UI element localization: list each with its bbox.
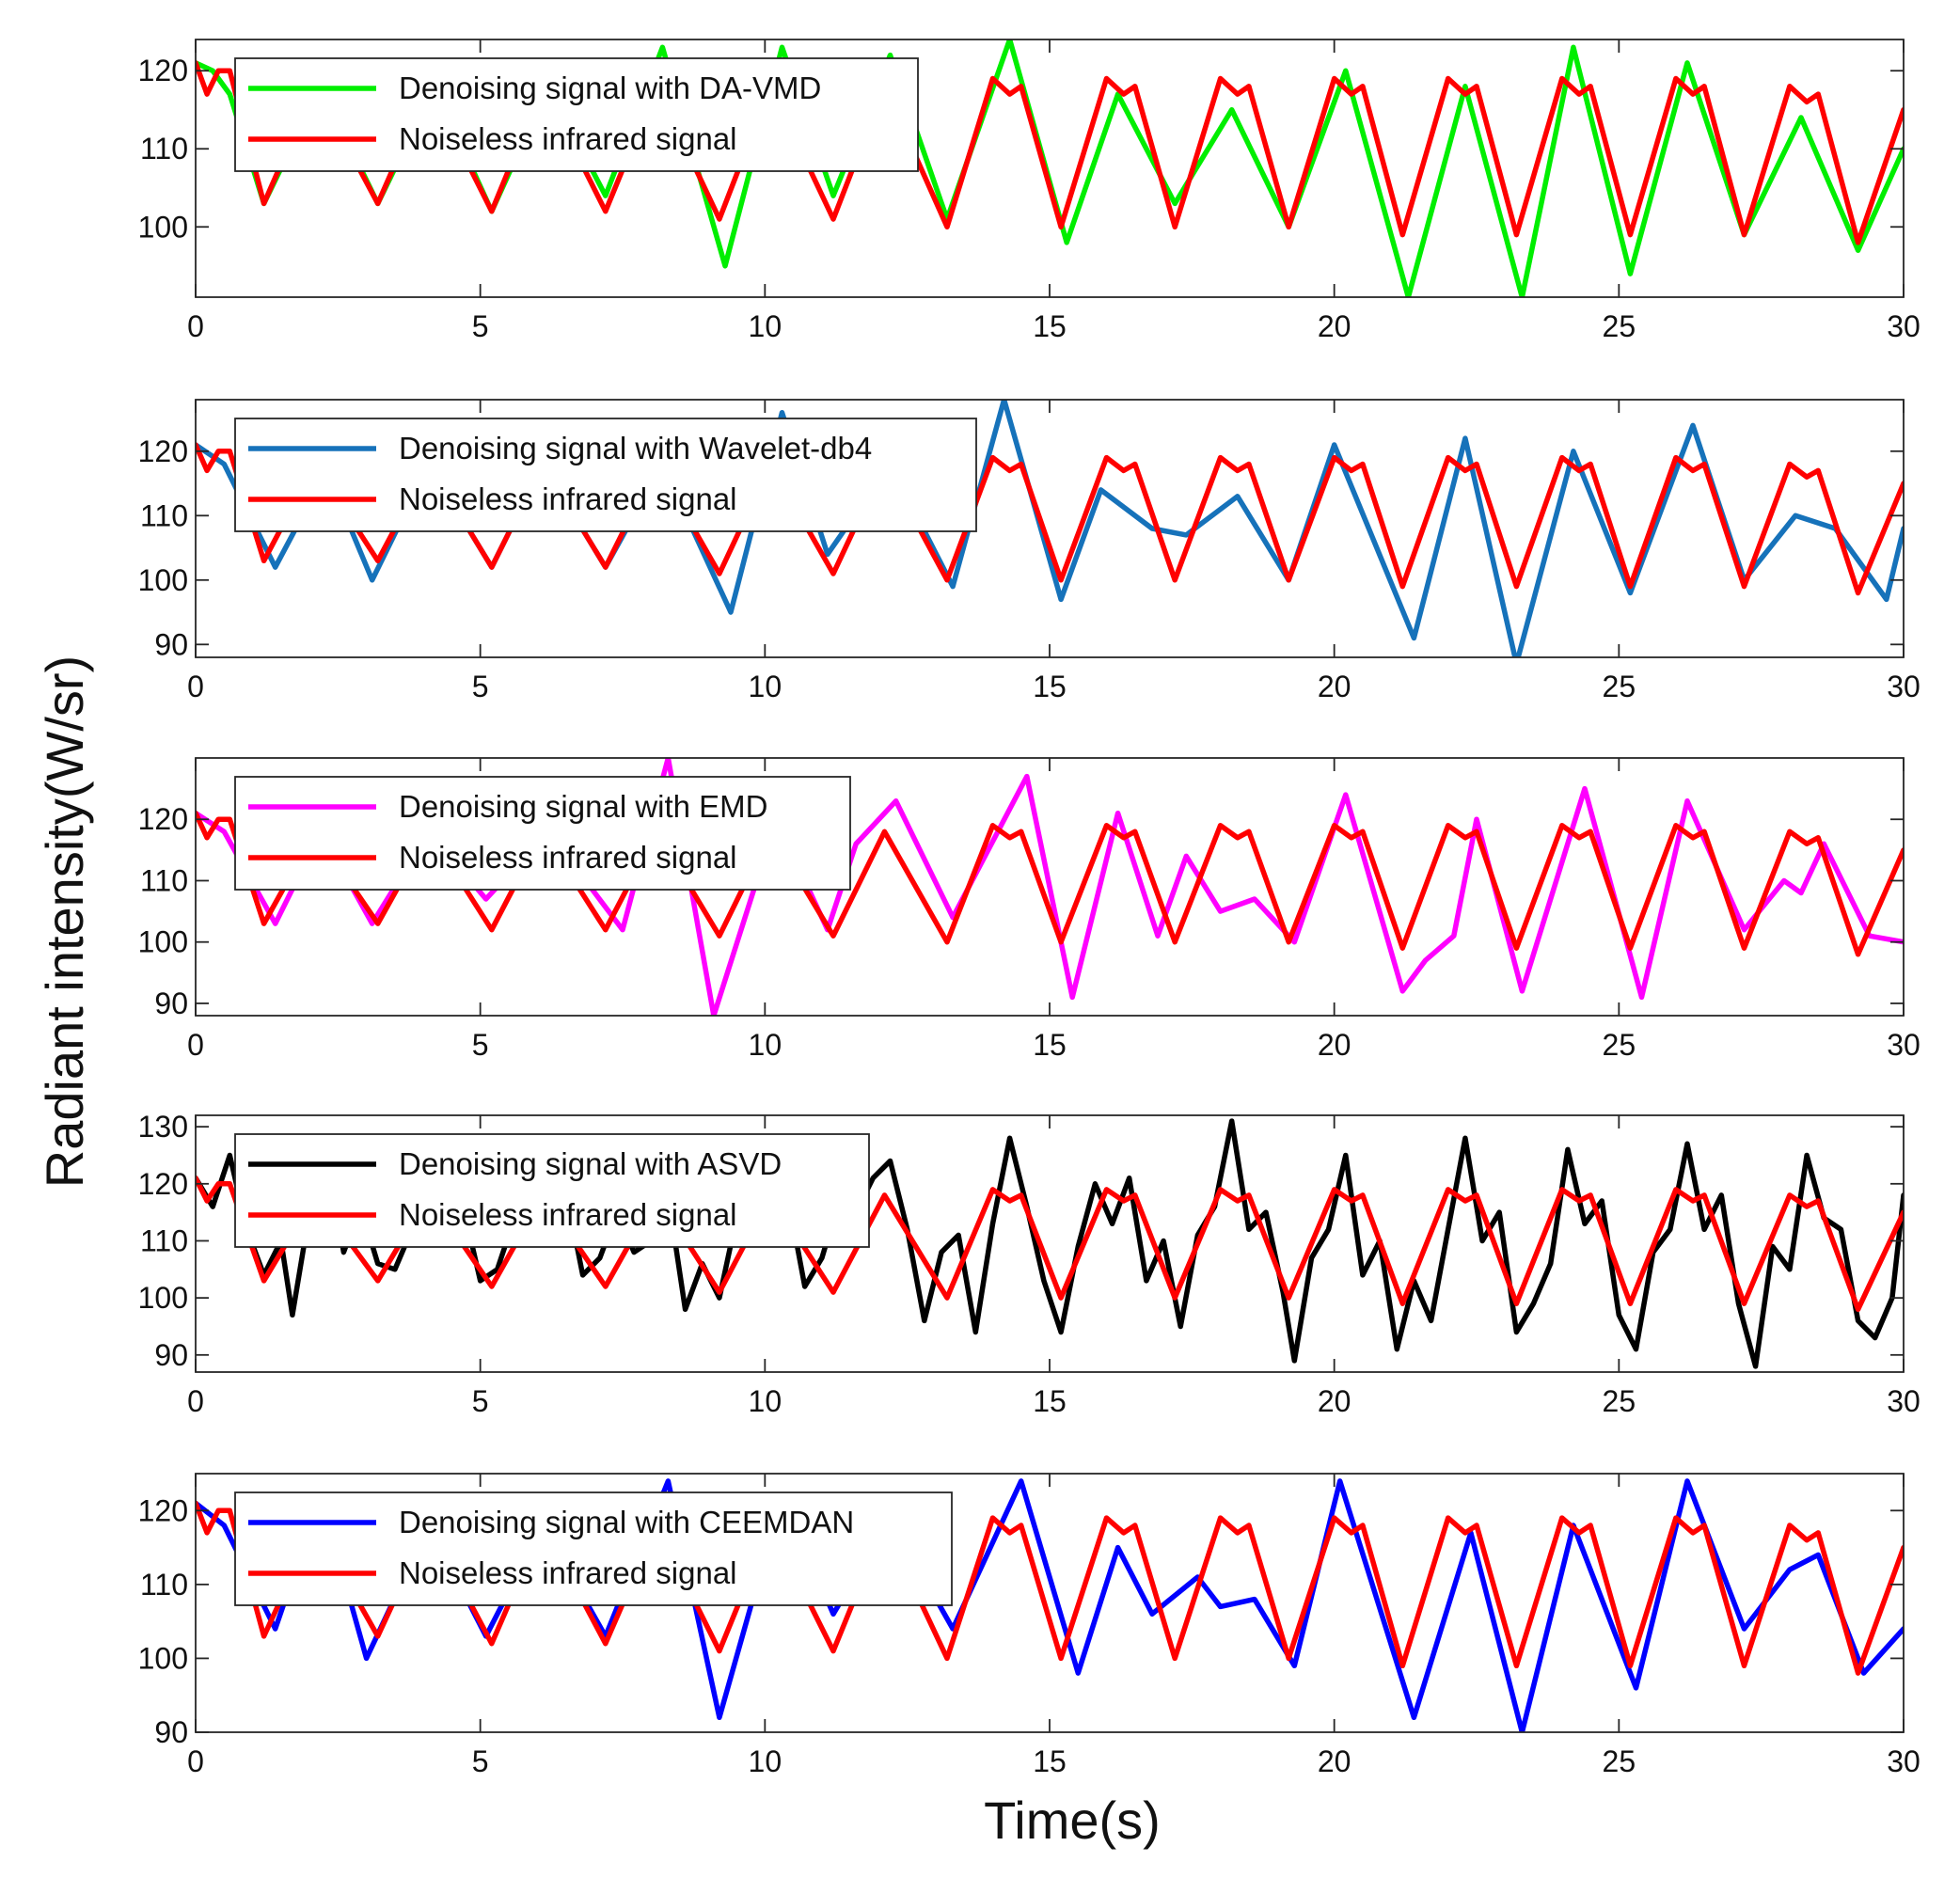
legend: Denoising signal with DA-VMD Noiseless in… bbox=[234, 57, 919, 172]
x-tick-label: 5 bbox=[472, 1028, 489, 1062]
x-tick-label: 30 bbox=[1887, 1744, 1920, 1778]
x-tick-label: 30 bbox=[1887, 670, 1920, 703]
legend-entry-label: Noiseless infrared signal bbox=[399, 1197, 737, 1232]
legend: Denoising signal with EMD Noiseless infra… bbox=[234, 776, 851, 891]
x-tick-label: 20 bbox=[1318, 670, 1351, 703]
x-tick-label: 0 bbox=[187, 1028, 204, 1062]
legend: Denoising signal with ASVD Noiseless infr… bbox=[234, 1133, 870, 1248]
y-tick-label: 100 bbox=[138, 1281, 188, 1315]
x-tick-label: 5 bbox=[472, 1744, 489, 1778]
x-tick-label: 25 bbox=[1603, 1744, 1636, 1778]
legend-box bbox=[234, 776, 851, 891]
x-tick-label: 10 bbox=[749, 670, 782, 703]
y-tick-label: 110 bbox=[140, 498, 188, 532]
x-tick-label: 30 bbox=[1887, 1028, 1920, 1062]
legend-entry-label: Noiseless infrared signal bbox=[399, 1555, 737, 1590]
legend-entry-label: Denoising signal with Wavelet-db4 bbox=[399, 431, 872, 466]
legend-entry-label: Noiseless infrared signal bbox=[399, 481, 737, 516]
y-tick-label: 110 bbox=[140, 1568, 188, 1602]
y-tick-label: 90 bbox=[154, 986, 188, 1020]
legend-box bbox=[234, 57, 919, 172]
legend-entry-label: Denoising signal with EMD bbox=[399, 789, 768, 824]
x-axis-title: Time(s) bbox=[984, 1791, 1161, 1850]
x-tick-label: 20 bbox=[1318, 309, 1351, 343]
y-tick-label: 120 bbox=[138, 1493, 188, 1527]
x-tick-label: 15 bbox=[1033, 1384, 1067, 1418]
x-tick-label: 20 bbox=[1318, 1028, 1351, 1062]
x-tick-label: 10 bbox=[749, 1744, 782, 1778]
legend-entry-label: Noiseless infrared signal bbox=[399, 121, 737, 156]
y-tick-label: 100 bbox=[138, 563, 188, 597]
x-tick-label: 10 bbox=[749, 309, 782, 343]
y-tick-label: 120 bbox=[138, 1167, 188, 1201]
legend-box bbox=[234, 1491, 953, 1606]
x-tick-label: 15 bbox=[1033, 670, 1067, 703]
x-tick-label: 15 bbox=[1033, 1028, 1067, 1062]
y-tick-label: 110 bbox=[140, 132, 188, 166]
x-tick-label: 0 bbox=[187, 1384, 204, 1418]
y-axis-title: Radiant intensity(W/sr) bbox=[35, 655, 94, 1188]
x-tick-label: 25 bbox=[1603, 670, 1636, 703]
y-tick-label: 100 bbox=[138, 210, 188, 244]
y-tick-label: 110 bbox=[140, 863, 188, 897]
x-tick-label: 5 bbox=[472, 309, 489, 343]
y-tick-label: 120 bbox=[138, 54, 188, 87]
x-tick-label: 25 bbox=[1603, 1028, 1636, 1062]
x-tick-label: 15 bbox=[1033, 309, 1067, 343]
legend-entry-label: Denoising signal with DA-VMD bbox=[399, 71, 821, 105]
y-tick-label: 90 bbox=[154, 627, 188, 661]
x-tick-label: 0 bbox=[187, 309, 204, 343]
legend-entry-label: Denoising signal with ASVD bbox=[399, 1146, 782, 1181]
x-tick-label: 0 bbox=[187, 1744, 204, 1778]
reference-series-line bbox=[196, 810, 1904, 957]
legend-entry-label: Denoising signal with CEEMDAN bbox=[399, 1505, 854, 1539]
x-tick-label: 20 bbox=[1318, 1744, 1351, 1778]
y-tick-label: 120 bbox=[138, 802, 188, 836]
reference-series-line bbox=[196, 60, 1904, 245]
chart-panel-2: 0 5 10 15 20 25 30 90 100 110 120 Denoising signal … bbox=[138, 399, 1920, 703]
x-tick-label: 10 bbox=[749, 1028, 782, 1062]
x-tick-label: 5 bbox=[472, 670, 489, 703]
legend-box bbox=[234, 418, 977, 532]
chart-panel-5: 0 5 10 15 20 25 30 90 100 110 120 Denoising signal … bbox=[138, 1473, 1920, 1778]
x-tick-label: 30 bbox=[1887, 309, 1920, 343]
series-group bbox=[196, 1118, 1904, 1369]
chart-panel-3: 0 5 10 15 20 25 30 90 100 110 120 Denoising signal … bbox=[138, 757, 1920, 1062]
y-tick-label: 130 bbox=[138, 1110, 188, 1144]
y-tick-label: 100 bbox=[138, 1641, 188, 1675]
y-tick-label: 110 bbox=[140, 1223, 188, 1257]
x-tick-label: 25 bbox=[1603, 309, 1636, 343]
x-tick-label: 10 bbox=[749, 1384, 782, 1418]
x-tick-label: 5 bbox=[472, 1384, 489, 1418]
y-tick-label: 90 bbox=[154, 1715, 188, 1749]
y-tick-label: 100 bbox=[138, 925, 188, 959]
x-tick-label: 20 bbox=[1318, 1384, 1351, 1418]
x-tick-label: 0 bbox=[187, 670, 204, 703]
legend: Denoising signal with Wavelet-db4 Noisele… bbox=[234, 418, 977, 532]
y-tick-label: 90 bbox=[154, 1338, 188, 1372]
x-tick-label: 25 bbox=[1603, 1384, 1636, 1418]
reference-series-line bbox=[196, 1175, 1904, 1313]
chart-panel-4: 0 5 10 15 20 25 30 90 100 110 120 130 Denoising sign… bbox=[138, 1110, 1920, 1418]
reference-series-line bbox=[196, 442, 1904, 596]
legend-box bbox=[234, 1133, 870, 1248]
x-tick-label: 30 bbox=[1887, 1384, 1920, 1418]
chart-panel-1: 0 5 10 15 20 25 30 100 110 120 Denoising signal wi… bbox=[138, 39, 1920, 343]
legend-entry-label: Noiseless infrared signal bbox=[399, 840, 737, 875]
x-tick-label: 15 bbox=[1033, 1744, 1067, 1778]
legend: Denoising signal with CEEMDAN Noiseless i… bbox=[234, 1491, 953, 1606]
y-tick-label: 120 bbox=[138, 434, 188, 468]
reference-series-line bbox=[196, 1500, 1904, 1676]
